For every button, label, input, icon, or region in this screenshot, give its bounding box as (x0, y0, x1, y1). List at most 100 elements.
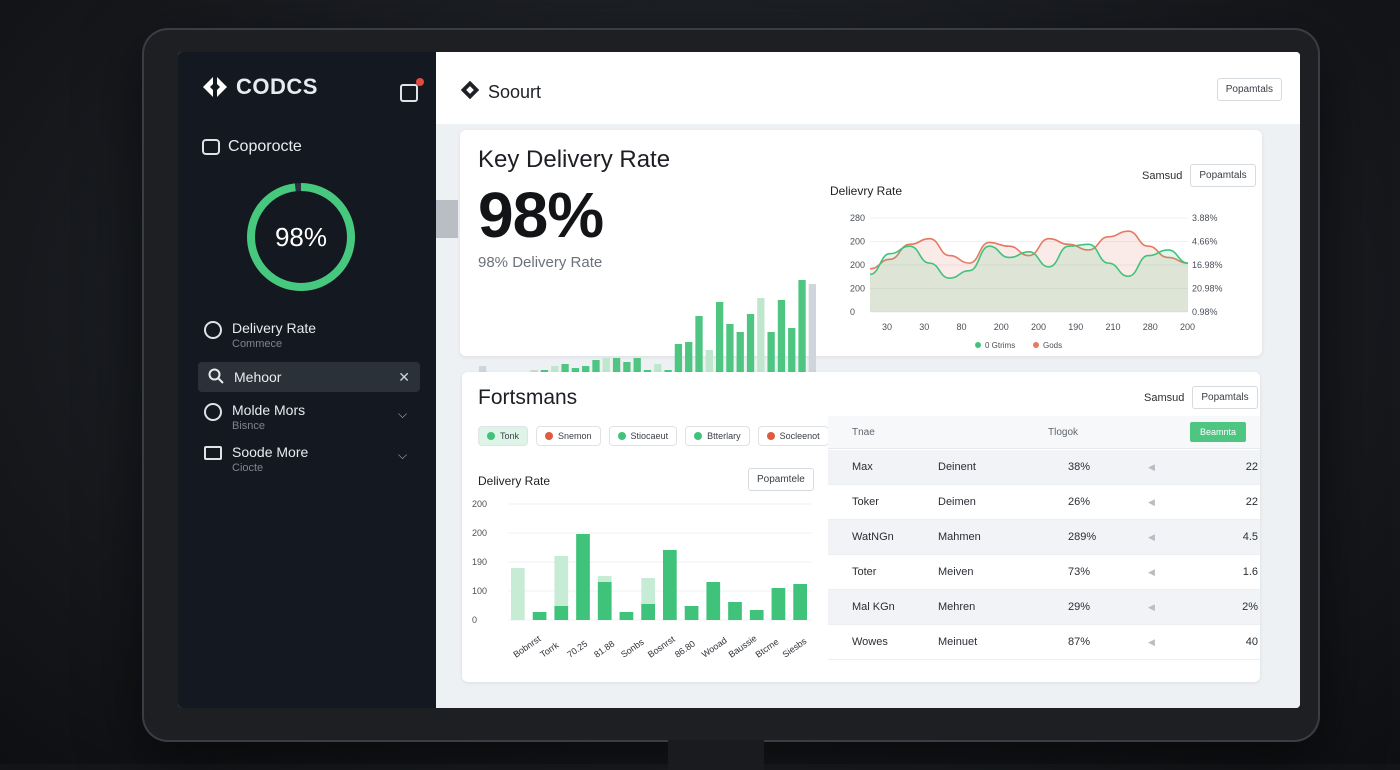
nav-sublabel: Commece (232, 338, 283, 350)
table-cell-name: WatNGn (852, 531, 894, 543)
kpi-bar (798, 280, 806, 380)
y2-tick-label: 0.98% (1192, 307, 1218, 317)
caret-left-icon: ◀ (1148, 531, 1155, 542)
kpi-bar (695, 316, 703, 380)
y-tick-label: 0 (850, 307, 855, 317)
brand-name: CODCS (236, 74, 318, 99)
table-row[interactable]: Mal KGn Mehren 29% ◀ 2% (828, 590, 1260, 625)
sidebar-item-delivery-rate[interactable]: Delivery Rate Commece (204, 320, 316, 350)
x-tick-label: Torrk (538, 640, 561, 660)
kpi-subtitle: 98% Delivery Rate (478, 254, 603, 271)
building-icon (202, 139, 220, 155)
kpi-bar (736, 332, 744, 380)
table-control-button[interactable]: Popamtals (1192, 386, 1258, 409)
kpi-title: Key Delivery Rate (478, 146, 671, 173)
bar-green (793, 584, 807, 620)
bar-green (728, 602, 742, 620)
table-cell-name: Wowes (852, 636, 888, 648)
topbar: Soourt Popamtals (436, 52, 1300, 124)
table-row[interactable]: Wowes Meinuet 87% ◀ 40 (828, 625, 1260, 660)
chip-snemon[interactable]: Snemon (536, 426, 601, 446)
table-cell-pct: 26% (1068, 496, 1091, 508)
target-icon (204, 321, 222, 339)
table-row[interactable]: Toter Meiven 73% ◀ 1.6 (828, 555, 1260, 590)
chip-socleenot[interactable]: Socleenot (757, 426, 829, 446)
nav-sublabel: Ciocte (232, 462, 264, 474)
clear-search-icon[interactable]: ✕ (398, 368, 410, 385)
caret-left-icon: ◀ (1148, 566, 1155, 577)
y-tick-label: 200 (850, 260, 865, 270)
kpi-bar (808, 284, 816, 380)
sidebar-item-soode-more[interactable]: Soode More Ciocte (204, 444, 308, 474)
chip-dot (617, 432, 626, 440)
search-value: Mehoor (234, 369, 282, 385)
chip-dot (545, 432, 554, 440)
x-tick-label: Wooad (700, 635, 729, 659)
bar-green (619, 612, 634, 620)
x-tick-label: 190 (1068, 322, 1083, 332)
caret-left-icon: ◀ (1148, 461, 1155, 472)
bar-green (597, 582, 612, 620)
bar-light (554, 556, 569, 620)
x-tick-label: 280 (1143, 322, 1158, 332)
bar-light (511, 568, 525, 620)
table-cell-type: Meiven (938, 566, 974, 578)
column-header[interactable]: Tnae (852, 426, 875, 438)
bar-green (749, 610, 764, 620)
chip-label: Tonk (500, 431, 520, 441)
chip-dot (694, 432, 703, 440)
table-cell-pct: 38% (1068, 461, 1091, 473)
kpi-bar (602, 358, 610, 380)
search-input[interactable]: Mehoor ✕ (198, 362, 420, 392)
table-action-button[interactable]: Beamnta (1189, 422, 1246, 442)
logo-icon (202, 74, 228, 100)
table-row[interactable]: Toker Deimen 26% ◀ 22 (828, 485, 1260, 520)
chevron-down-icon[interactable]: ⌵ (398, 448, 408, 462)
series-area (870, 231, 1188, 312)
company-selector[interactable]: Coporocte (202, 138, 302, 156)
bar-green (641, 604, 655, 620)
sidebar: CODCS Coporocte 98% Delivery Rate Commece… (178, 52, 436, 708)
kpi-bar-chart (479, 280, 816, 380)
table-row[interactable]: WatNGn Mahmen 289% ◀ 4.5 (828, 520, 1260, 555)
chevron-down-icon[interactable]: ⌵ (398, 407, 408, 421)
table-cell-type: Meinuet (938, 636, 978, 648)
table-cell-pct: 289% (1068, 531, 1097, 543)
scroll-tab[interactable] (436, 200, 458, 238)
filter-chips: Tonk Snemon Stiocaeut Btterlary Socleeno… (478, 426, 829, 446)
table-cell-pct: 87% (1068, 636, 1091, 648)
kpi-bar (757, 298, 765, 380)
chip-dot (766, 432, 775, 440)
x-tick-label: Sonbs (619, 637, 646, 660)
notification-icon[interactable] (400, 78, 424, 102)
logo-icon (460, 80, 480, 105)
table-cell-val: 4.5 (1242, 531, 1258, 543)
x-tick-label: 30 (882, 322, 892, 332)
brand[interactable]: CODCS (202, 74, 318, 100)
y2-tick-label: 16.98% (1192, 260, 1223, 270)
table-row[interactable]: Max Deinent 38% ◀ 22 (828, 450, 1260, 485)
nav-sublabel: Bisnce (232, 420, 266, 432)
chip-tonk[interactable]: Tonk (478, 426, 529, 446)
bar-chart-button[interactable]: Popamtele (748, 468, 814, 491)
legend-label: 0 Gtrims (985, 341, 1015, 350)
line-chart-label: Samsud (1142, 169, 1183, 182)
y2-tick-label: 20.98% (1192, 284, 1223, 294)
bar-green (532, 612, 547, 620)
y-tick-label: 200 (850, 284, 865, 294)
kpi-bar (623, 362, 631, 380)
y-tick-label: 200 (850, 237, 865, 247)
chip-stiocaeut[interactable]: Stiocaeut (608, 426, 678, 446)
chip-btterlary[interactable]: Btterlary (685, 426, 750, 446)
column-header[interactable]: Tlogok (1048, 426, 1079, 438)
sidebar-item-molde-mors[interactable]: Molde Mors Bisnce (204, 402, 305, 432)
x-tick-label: 30 (919, 322, 929, 332)
x-tick-label: Baussie (727, 633, 759, 660)
table-controls: Samsud Popamtals (1144, 386, 1258, 409)
series-area (870, 244, 1188, 312)
topbar-button[interactable]: Popamtals (1216, 78, 1282, 101)
line-chart-button[interactable]: Popamtals (1190, 164, 1256, 187)
ring-value: 98% (274, 221, 328, 252)
bar-green (771, 588, 786, 620)
